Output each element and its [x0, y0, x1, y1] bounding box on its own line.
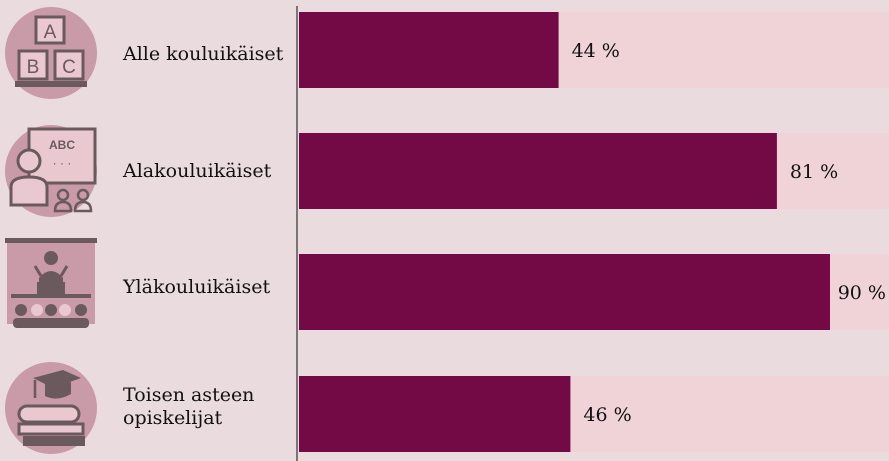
bar: [299, 12, 559, 88]
value-label: 81 %: [790, 161, 838, 183]
bar: [299, 376, 571, 452]
svg-text:A: A: [44, 22, 57, 43]
svg-text:B: B: [27, 57, 40, 78]
category-label: Toisen asteen opiskelijat: [123, 384, 255, 429]
abc-blocks-icon: A B C: [5, 7, 97, 99]
svg-text:ABC: ABC: [49, 138, 75, 152]
value-label: 46 %: [583, 404, 631, 426]
lecture-audience-icon: [5, 238, 97, 328]
bar: [299, 254, 830, 330]
graduation-books-icon: [5, 362, 97, 454]
svg-text:· · ·: · · ·: [53, 156, 72, 170]
teacher-blackboard-icon: ABC · · ·: [5, 125, 97, 217]
svg-text:C: C: [62, 57, 76, 78]
value-label: 90 %: [838, 282, 886, 304]
category-label: Yläkouluikäiset: [123, 276, 271, 298]
category-label: Alakouluikäiset: [123, 160, 272, 182]
bar: [299, 133, 777, 209]
category-label: Alle kouluikäiset: [123, 43, 284, 65]
value-label: 44 %: [572, 40, 620, 62]
